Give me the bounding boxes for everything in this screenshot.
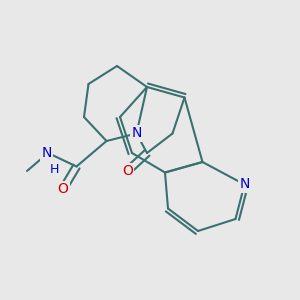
Text: H: H	[50, 163, 59, 176]
Text: N: N	[239, 178, 250, 191]
Text: O: O	[58, 182, 68, 196]
Text: N: N	[131, 127, 142, 140]
Text: N: N	[41, 146, 52, 160]
Text: O: O	[122, 164, 133, 178]
